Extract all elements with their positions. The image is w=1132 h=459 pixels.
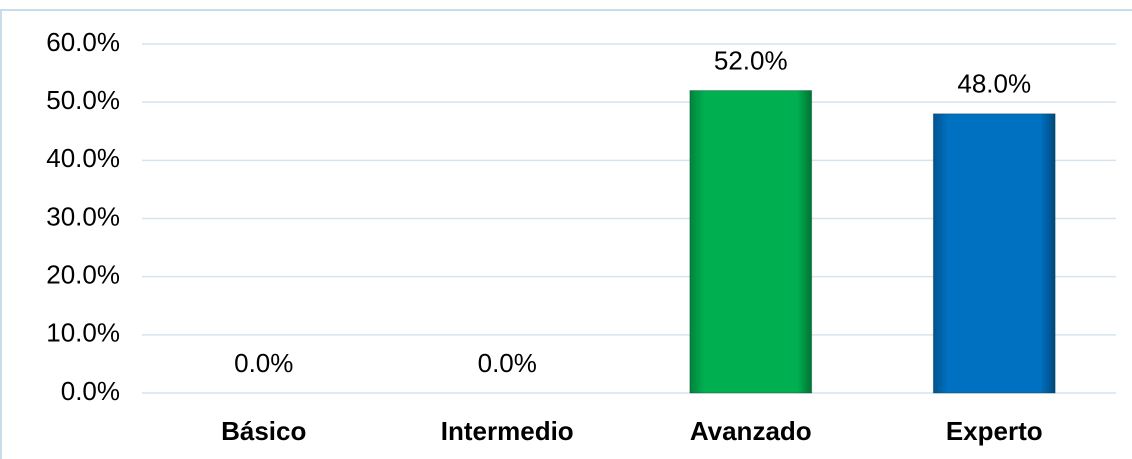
x-tick-label: Básico: [221, 416, 306, 446]
chart-border: [0, 9, 1132, 459]
y-tick-label: 30.0%: [46, 201, 120, 231]
y-tick-label: 0.0%: [61, 376, 120, 406]
x-tick-label: Experto: [946, 416, 1043, 446]
y-tick-label: 60.0%: [46, 27, 120, 57]
bar-shade: [933, 113, 1056, 394]
value-label: 52.0%: [714, 45, 788, 75]
value-label: 48.0%: [957, 69, 1031, 99]
bar-shade: [689, 90, 812, 394]
x-tick-label: Intermedio: [441, 416, 574, 446]
y-tick-label: 10.0%: [46, 318, 120, 348]
y-tick-label: 50.0%: [46, 85, 120, 115]
value-label: 0.0%: [478, 348, 537, 378]
x-tick-label: Avanzado: [690, 416, 812, 446]
y-tick-label: 20.0%: [46, 260, 120, 290]
y-tick-label: 40.0%: [46, 143, 120, 173]
value-label: 0.0%: [234, 348, 293, 378]
